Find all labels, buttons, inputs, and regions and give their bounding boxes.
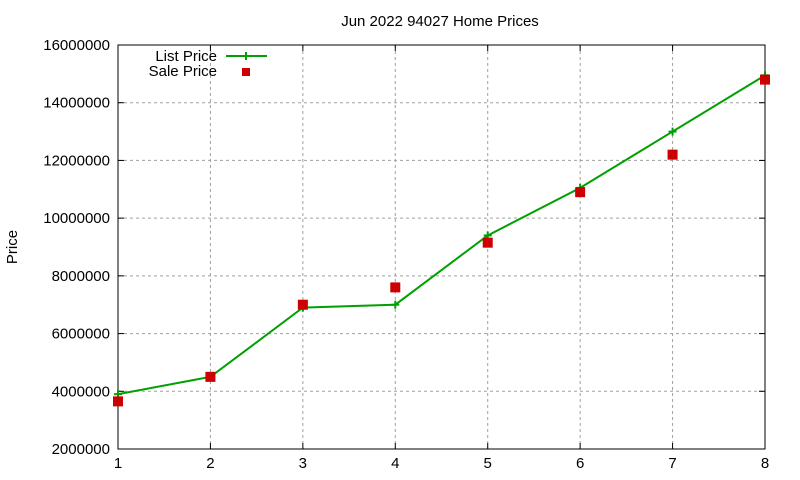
x-tick-label: 5 [484,455,492,472]
y-tick-label: 6000000 [52,326,110,343]
y-tick-label: 4000000 [52,383,110,400]
x-tick-label: 8 [761,455,769,472]
y-tick-label: 14000000 [43,95,110,112]
y-tick-label: 16000000 [43,37,110,54]
y-axis-ticks: 2000000 4000000 6000000 8000000 10000000 1200… [43,37,765,458]
square-marker-icon [482,237,493,248]
axes [117,44,766,450]
y-tick-label: 2000000 [52,441,110,458]
plot-border [117,44,766,450]
chart-title: Jun 2022 94027 Home Prices [341,13,539,30]
list-price-line [117,74,766,396]
grid-lines [118,45,765,449]
x-tick-label: 6 [576,455,584,472]
square-marker-icon [113,396,123,407]
square-marker-icon [205,371,216,382]
x-tick-label: 4 [391,455,399,472]
legend: List Price Sale Price [149,48,267,80]
legend-label-sale-price: Sale Price [149,63,217,80]
x-tick-label: 3 [299,455,307,472]
legend-label-list-price: List Price [155,48,217,65]
y-tick-label: 12000000 [43,152,110,169]
square-marker-icon [390,282,401,293]
x-tick-label: 1 [114,455,122,472]
y-tick-label: 8000000 [52,268,110,285]
series-sale-price [113,74,770,407]
square-marker-icon [297,299,308,310]
x-tick-label: 7 [668,455,676,472]
legend-line-plus-icon [226,52,267,60]
series-list-price [114,71,769,399]
square-marker-icon [575,187,586,198]
square-marker-icon [760,74,770,85]
x-axis-ticks: 1 2 3 4 5 6 7 8 [114,45,769,472]
plus-marker-icon [391,300,400,309]
y-axis-label: Price [4,230,21,264]
x-tick-label: 2 [206,455,214,472]
legend-square-icon [242,68,250,76]
square-marker-icon [667,149,678,160]
y-tick-label: 10000000 [43,210,110,227]
plus-marker-icon [668,127,677,136]
